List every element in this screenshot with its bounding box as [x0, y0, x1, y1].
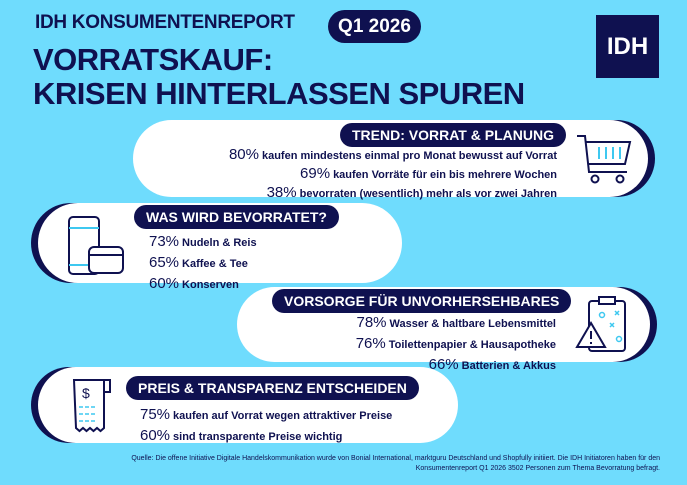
list-item: 38% bevorraten (wesentlich) mehr als vor … — [266, 184, 557, 201]
list-item: 73% Nudeln & Reis — [149, 233, 257, 250]
source-line1: Quelle: Die offene Initiative Digitale H… — [131, 455, 660, 462]
list-item: 66% Batterien & Akkus — [428, 356, 556, 373]
list-item: 65% Kaffee & Tee — [149, 254, 248, 271]
section-price-title: PREIS & TRANSPARENZ ENTSCHEIDEN — [126, 376, 419, 400]
receipt-icon: $ — [72, 379, 111, 433]
list-item: 69% kaufen Vorräte für ein bis mehrere Wo… — [300, 165, 557, 182]
idh-logo: IDH — [596, 15, 659, 78]
shopping-cart-icon — [577, 135, 632, 184]
report-kicker: IDH KONSUMENTENREPORT — [35, 12, 295, 33]
quarter-badge: Q1 2026 — [328, 10, 421, 43]
section-stock-title: WAS WIRD BEVORRATET? — [134, 205, 339, 229]
page-title-line1: VORRATSKAUF: — [33, 42, 273, 77]
list-item: 60% sind transparente Preise wichtig — [140, 427, 343, 444]
section-prepare-title: VORSORGE FÜR UNVORHERSEHBARES — [272, 289, 572, 313]
list-item: 75% kaufen auf Vorrat wegen attraktiver P… — [140, 406, 393, 423]
section-trend-title: TREND: VORRAT & PLANUNG — [340, 123, 566, 147]
list-item: 60% Konserven — [149, 275, 239, 292]
page-title-line2: KRISEN HINTERLASSEN SPUREN — [33, 76, 525, 111]
source-note: Quelle: Die offene Initiative Digitale H… — [60, 454, 660, 474]
source-line2: Konsumentenreport Q1 2026 3502 Personen … — [415, 465, 660, 472]
section-prepare-list: 78% Wasser & haltbare Lebensmittel 76% Toi… — [356, 313, 556, 376]
list-item: 80% kaufen mindestens einmal pro Monat be… — [228, 146, 557, 163]
section-trend-list: 80% kaufen mindestens einmal pro Monat be… — [229, 146, 557, 203]
list-item: 78% Wasser & haltbare Lebensmittel — [356, 314, 556, 331]
section-price-list: 75% kaufen auf Vorrat wegen attraktiver P… — [140, 405, 392, 447]
cans-icon — [68, 216, 124, 275]
list-item: 76% Toilettenpapier & Hausapotheke — [355, 335, 556, 352]
svg-text:$: $ — [82, 385, 90, 401]
section-stock-list: 73% Nudeln & Reis 65% Kaffee & Tee 60% Kons… — [149, 232, 257, 295]
clipboard-warning-icon — [575, 296, 626, 352]
